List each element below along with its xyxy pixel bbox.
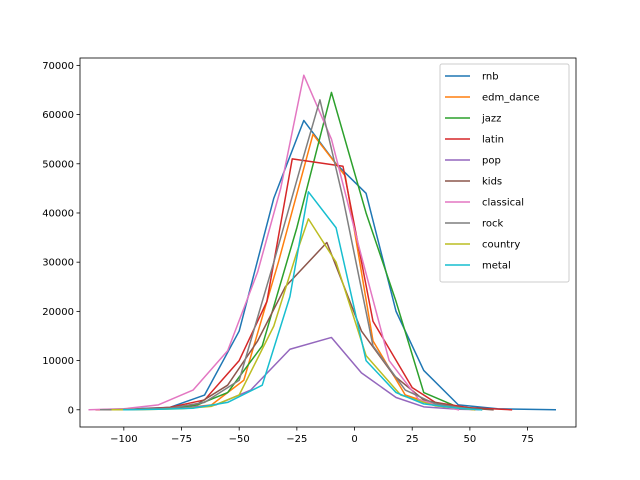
y-tick-label: 30000 [42,258,74,269]
x-tick-label: 25 [406,434,419,445]
legend-label-rock: rock [482,219,504,230]
series-layer [88,74,557,411]
series-line-classical [88,74,460,411]
x-tick-label: 0 [351,434,357,445]
legend-label-pop: pop [482,156,501,167]
x-tick-label: −100 [110,434,137,445]
legend-label-edm_dance: edm_dance [482,93,540,104]
legend-label-classical: classical [482,198,524,209]
x-tick-label: −50 [229,434,250,445]
plot-frame [79,57,577,428]
y-tick-label: 40000 [42,208,74,219]
legend-label-country: country [482,240,520,251]
y-tick-label: 70000 [42,61,74,72]
legend-label-metal: metal [482,261,511,272]
legend-box [439,63,570,283]
y-axis: 0 10000 20000 30000 40000 50000 60000 70000 [42,61,80,416]
legend-label-latin: latin [482,135,504,146]
x-axis: −100 −75 −50 −25 0 25 50 75 [110,427,534,445]
y-tick-label: 50000 [42,159,74,170]
series-line-metal [123,191,483,411]
x-tick-label: 75 [521,434,534,445]
x-tick-label: −75 [171,434,192,445]
legend-label-kids: kids [482,177,502,188]
x-tick-label: −25 [286,434,307,445]
y-tick-label: 60000 [42,110,74,121]
legend-label-rnb: rnb [482,72,499,83]
legend-label-jazz: jazz [481,114,501,125]
x-tick-label: 50 [464,434,477,445]
y-tick-label: 20000 [42,307,74,318]
y-tick-label: 10000 [42,356,74,367]
y-tick-label: 0 [68,405,74,416]
